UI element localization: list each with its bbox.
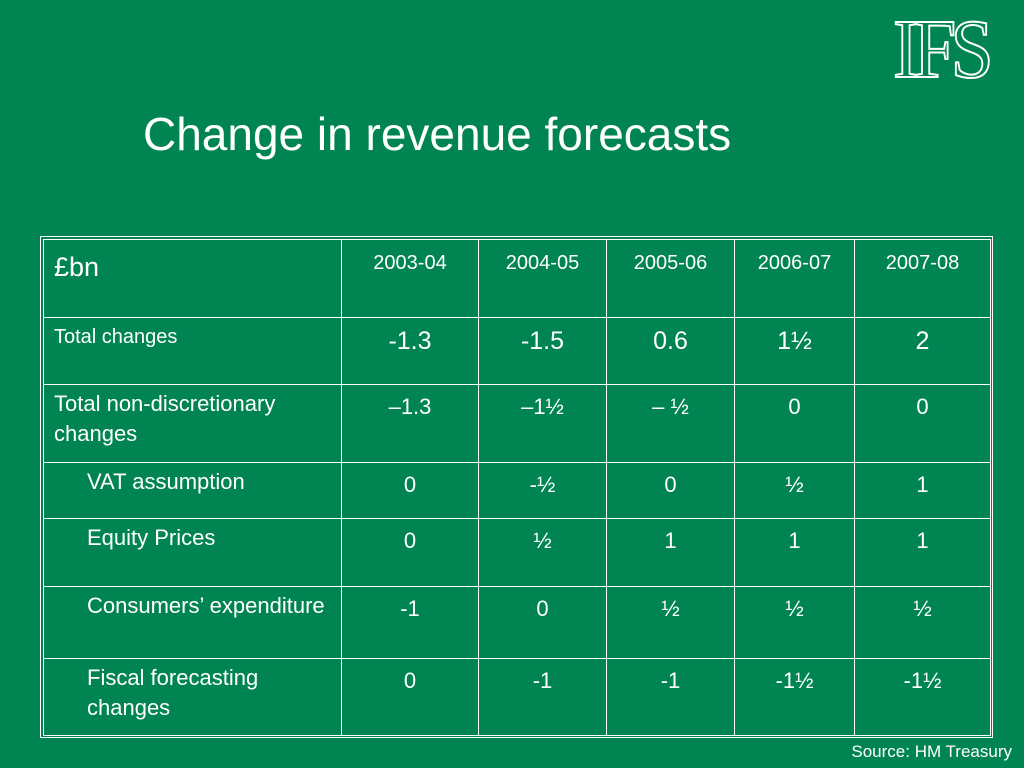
table-cell: 0: [341, 462, 479, 519]
table-cell: -½: [478, 462, 607, 519]
table-cell: – ½: [606, 384, 735, 463]
row-label: Consumers’ expenditure: [43, 586, 342, 659]
table-row-non-discretionary: Total non-discretionary changes –1.3 –1½…: [43, 384, 991, 463]
table-cell: 0: [341, 658, 479, 736]
table-cell: 0: [854, 384, 991, 463]
table-cell: -1.3: [341, 317, 479, 385]
table-cell: –1.3: [341, 384, 479, 463]
row-label: Fiscal forecasting changes: [43, 658, 342, 736]
table-cell: 1½: [734, 317, 855, 385]
table-cell: -1: [341, 586, 479, 659]
table-cell: ½: [478, 518, 607, 587]
row-label: VAT assumption: [43, 462, 342, 519]
table-cell: ½: [854, 586, 991, 659]
table-cell: -1: [478, 658, 607, 736]
table-cell: 1: [854, 518, 991, 587]
table-cell: -1½: [854, 658, 991, 736]
table-cell: 0: [606, 462, 735, 519]
table-cell: -1.5: [478, 317, 607, 385]
table-cell: ½: [734, 586, 855, 659]
table-outer-border: [40, 236, 993, 738]
table-header-row: £bn 2003-04 2004-05 2005-06 2006-07 2007…: [43, 239, 991, 318]
table-cell: ½: [734, 462, 855, 519]
table-cell: 0: [341, 518, 479, 587]
table-row-vat: VAT assumption 0 -½ 0 ½ 1: [43, 462, 991, 519]
row-label: Total non-discretionary changes: [43, 384, 342, 463]
table-cell: 0: [478, 586, 607, 659]
table-cell: 1: [734, 518, 855, 587]
year-header-cell: 2006-07: [734, 239, 855, 318]
table-cell: 0.6: [606, 317, 735, 385]
year-header-cell: 2004-05: [478, 239, 607, 318]
table-row-equity: Equity Prices 0 ½ 1 1 1: [43, 518, 991, 587]
table-cell: -1½: [734, 658, 855, 736]
revenue-forecast-table: £bn 2003-04 2004-05 2005-06 2006-07 2007…: [43, 239, 991, 736]
table-cell: 0: [734, 384, 855, 463]
year-header-cell: 2003-04: [341, 239, 479, 318]
table-cell: -1: [606, 658, 735, 736]
table-row-total-changes: Total changes -1.3 -1.5 0.6 1½ 2: [43, 317, 991, 385]
year-header-cell: 2005-06: [606, 239, 735, 318]
table-cell: –1½: [478, 384, 607, 463]
unit-header-cell: £bn: [43, 239, 342, 318]
slide-title: Change in revenue forecasts: [143, 108, 732, 160]
source-note: Source: HM Treasury: [851, 742, 1012, 761]
row-label: Total changes: [43, 317, 342, 385]
table-row-consumers: Consumers’ expenditure -1 0 ½ ½ ½: [43, 586, 991, 659]
table-cell: 1: [854, 462, 991, 519]
table-cell: ½: [606, 586, 735, 659]
ifs-logo: IFS: [892, 3, 995, 96]
table-cell: 1: [606, 518, 735, 587]
year-header-cell: 2007-08: [854, 239, 991, 318]
table-cell: 2: [854, 317, 991, 385]
table-row-fiscal: Fiscal forecasting changes 0 -1 -1 -1½ -…: [43, 658, 991, 736]
row-label: Equity Prices: [43, 518, 342, 587]
